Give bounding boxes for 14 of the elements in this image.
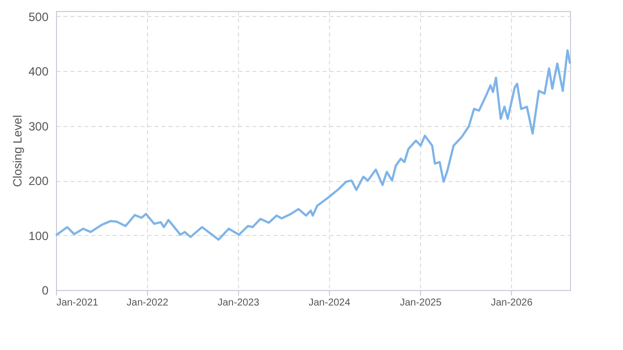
x-tick-label: Jan-2022 [126,298,169,308]
y-tick-label: 200 [28,174,49,188]
x-tick-label: Jan-2024 [308,298,351,308]
y-tick-label: 0 [42,284,49,298]
x-tick-label: Jan-2021 [56,298,99,308]
x-tick-label: Jan-2023 [218,298,260,308]
line-series [54,49,572,241]
y-tick-label: 300 [28,119,49,134]
y-tick-label: 500 [28,10,49,24]
y-tick-label: 400 [28,64,49,79]
x-tick-label: Jan-2025 [400,298,442,308]
y-axis-title: Closing Level [10,114,24,188]
y-tick-label: 100 [28,228,49,243]
x-tick-label: Jan-2026 [490,298,533,308]
